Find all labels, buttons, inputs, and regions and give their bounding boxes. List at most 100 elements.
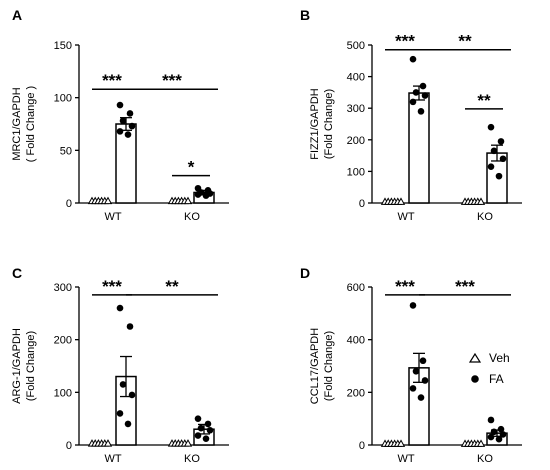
veh-point xyxy=(183,439,193,447)
chart-panel-D: D 0 200 400 600 CCL17/GAPDH (Fold Change) WT KO *… xyxy=(300,265,522,465)
x-tick-label: WT xyxy=(397,453,414,465)
fa-point xyxy=(197,424,205,432)
significance-label: *** xyxy=(162,71,182,90)
significance-label: *** xyxy=(102,277,122,296)
fa-point xyxy=(126,110,134,117)
fa-point xyxy=(487,163,495,170)
fa-point xyxy=(206,426,214,434)
y-tick-label: 100 xyxy=(54,93,72,105)
fa-point xyxy=(128,122,136,130)
x-tick-label: KO xyxy=(184,453,200,465)
chart-panel-B: B 0 100 200 300 400 500 FIZZ1/GAPDH (Fold Change… xyxy=(300,7,522,223)
y-tick-label: 100 xyxy=(54,387,72,399)
fa-point xyxy=(202,435,210,442)
fa-point xyxy=(490,428,498,436)
fa-point xyxy=(412,89,420,96)
fa-point xyxy=(119,117,127,125)
fa-point xyxy=(421,92,429,99)
fa-point xyxy=(499,431,507,438)
fa-point xyxy=(194,191,202,198)
fa-point xyxy=(409,55,417,63)
significance-label: *** xyxy=(395,32,415,51)
y-tick-label: 0 xyxy=(359,198,365,210)
y-tick-label: 300 xyxy=(54,282,72,294)
fa-point xyxy=(409,302,417,309)
fa-point xyxy=(194,432,202,439)
x-tick-label: KO xyxy=(477,453,493,465)
fa-point xyxy=(202,192,210,199)
fa-point xyxy=(204,420,212,428)
veh-point xyxy=(103,196,113,205)
fa-point xyxy=(421,377,429,384)
veh-point xyxy=(476,439,486,447)
fa-point xyxy=(419,357,427,365)
y-axis-label: (Fold Change) xyxy=(323,331,335,401)
x-tick-label: KO xyxy=(184,211,200,223)
y-axis-label: CCL17/GAPDH xyxy=(309,328,321,404)
y-axis-label: MRC1/GAPDH xyxy=(11,87,23,160)
significance-label: *** xyxy=(395,277,415,296)
y-tick-label: 50 xyxy=(60,145,72,157)
fa-point xyxy=(499,155,507,163)
fa-point xyxy=(417,394,425,401)
fa-point xyxy=(487,416,495,424)
y-tick-label: 200 xyxy=(54,335,72,347)
fa-point xyxy=(497,138,505,145)
y-tick-label: 0 xyxy=(66,440,72,452)
fa-point xyxy=(116,101,124,109)
legend: Veh FA xyxy=(468,351,510,386)
legend-triangle-icon xyxy=(468,352,482,363)
y-tick-label: 200 xyxy=(347,135,365,147)
y-tick-label: 500 xyxy=(347,40,365,52)
fa-point xyxy=(124,420,132,428)
legend-label: Veh xyxy=(489,351,510,365)
significance-label: * xyxy=(188,158,195,177)
x-tick-label: WT xyxy=(397,211,414,223)
fa-point xyxy=(487,123,495,131)
veh-point xyxy=(396,197,406,205)
y-tick-label: 400 xyxy=(347,335,365,347)
y-axis-label: (Fold Change) xyxy=(25,331,37,401)
fa-point xyxy=(495,435,503,443)
y-tick-label: 200 xyxy=(347,387,365,399)
significance-label: *** xyxy=(102,71,122,90)
fa-point xyxy=(419,82,427,90)
panel-letter: C xyxy=(12,265,22,281)
fa-point xyxy=(487,433,495,441)
chart-panel-C: C 0 100 200 300 ARG-1/GAPDH (Fold Change) WT KO *… xyxy=(11,265,229,465)
y-axis-label: FIZZ1/GAPDH xyxy=(309,88,321,160)
significance-label: *** xyxy=(455,277,475,296)
fa-point xyxy=(119,381,127,388)
y-tick-label: 150 xyxy=(54,40,72,52)
y-tick-label: 400 xyxy=(347,72,365,84)
x-tick-label: KO xyxy=(477,211,493,223)
fa-point xyxy=(126,323,134,330)
significance-label: ** xyxy=(165,277,179,296)
fa-point xyxy=(116,304,124,312)
fa-point xyxy=(417,108,425,115)
panel-letter: D xyxy=(300,265,310,281)
x-tick-label: WT xyxy=(104,453,121,465)
y-tick-label: 0 xyxy=(359,440,365,452)
fa-point xyxy=(495,172,503,180)
fa-point xyxy=(116,128,124,135)
fa-point xyxy=(128,391,136,399)
fa-point xyxy=(124,131,132,138)
veh-point xyxy=(103,439,113,447)
legend-circle-icon xyxy=(471,375,479,383)
legend-label: FA xyxy=(489,372,504,386)
y-tick-label: 0 xyxy=(66,198,72,210)
y-axis-label: (Fold Change) xyxy=(323,89,335,159)
significance-label: ** xyxy=(458,32,472,51)
y-tick-label: 100 xyxy=(347,166,365,178)
fa-point xyxy=(412,367,420,375)
fa-point xyxy=(116,410,124,417)
significance-label: ** xyxy=(477,91,491,110)
veh-point xyxy=(396,439,406,447)
y-tick-label: 300 xyxy=(347,103,365,115)
chart-panel-A: A 0 50 100 150 MRC1/GAPDH( Fold Change ) WT KO *… xyxy=(11,7,229,223)
x-tick-label: WT xyxy=(104,211,121,223)
y-axis-label: ARG-1/GAPDH xyxy=(11,328,23,404)
fa-point xyxy=(409,385,417,392)
veh-point xyxy=(183,196,193,205)
